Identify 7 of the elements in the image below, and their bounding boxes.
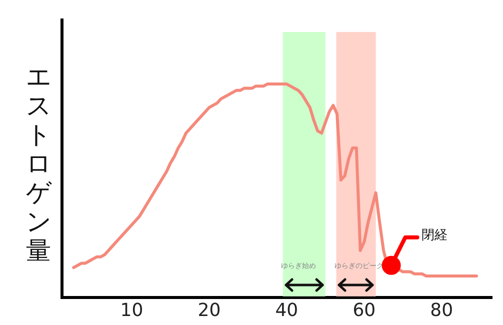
x-tick-label: 20 [198,300,221,321]
x-tick-label: 40 [275,300,298,321]
annotation: 閉経 [421,228,448,243]
y-axis-title: エストロゲン量 [26,62,53,265]
x-tick-label: 10 [120,300,144,321]
x-tick-label: 80 [430,300,454,321]
x-tick-label: 60 [352,300,376,321]
